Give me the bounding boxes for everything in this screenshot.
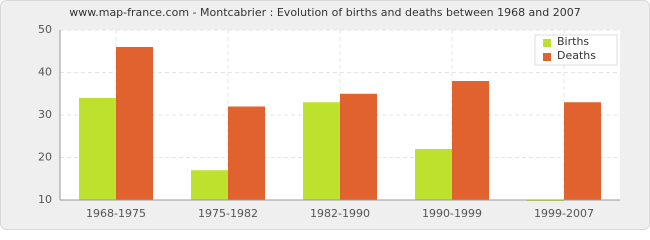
y-tick-label: 40 bbox=[38, 66, 52, 79]
y-tick-label: 30 bbox=[38, 108, 52, 121]
bar bbox=[191, 170, 228, 200]
chart: www.map-france.com - Montcabrier : Evolu… bbox=[0, 0, 650, 230]
bar bbox=[116, 47, 153, 200]
bar bbox=[303, 102, 340, 200]
bar bbox=[564, 102, 601, 200]
y-tick-label: 10 bbox=[38, 193, 52, 206]
legend-swatch bbox=[543, 53, 551, 61]
x-tick-label: 1982-1990 bbox=[310, 207, 370, 220]
x-tick-label: 1999-2007 bbox=[534, 207, 594, 220]
bar bbox=[79, 98, 116, 200]
bar bbox=[340, 93, 377, 200]
x-tick-label: 1975-1982 bbox=[198, 207, 258, 220]
bar bbox=[415, 149, 452, 200]
chart-title: www.map-france.com - Montcabrier : Evolu… bbox=[69, 6, 581, 19]
bar bbox=[452, 81, 489, 200]
y-tick-label: 20 bbox=[38, 151, 52, 164]
legend-label: Deaths bbox=[557, 49, 596, 62]
x-tick-label: 1968-1975 bbox=[86, 207, 146, 220]
y-tick-label: 50 bbox=[38, 23, 52, 36]
x-tick-label: 1990-1999 bbox=[422, 207, 482, 220]
bar bbox=[228, 106, 265, 200]
legend-label: Births bbox=[557, 35, 589, 48]
legend-swatch bbox=[543, 39, 551, 47]
